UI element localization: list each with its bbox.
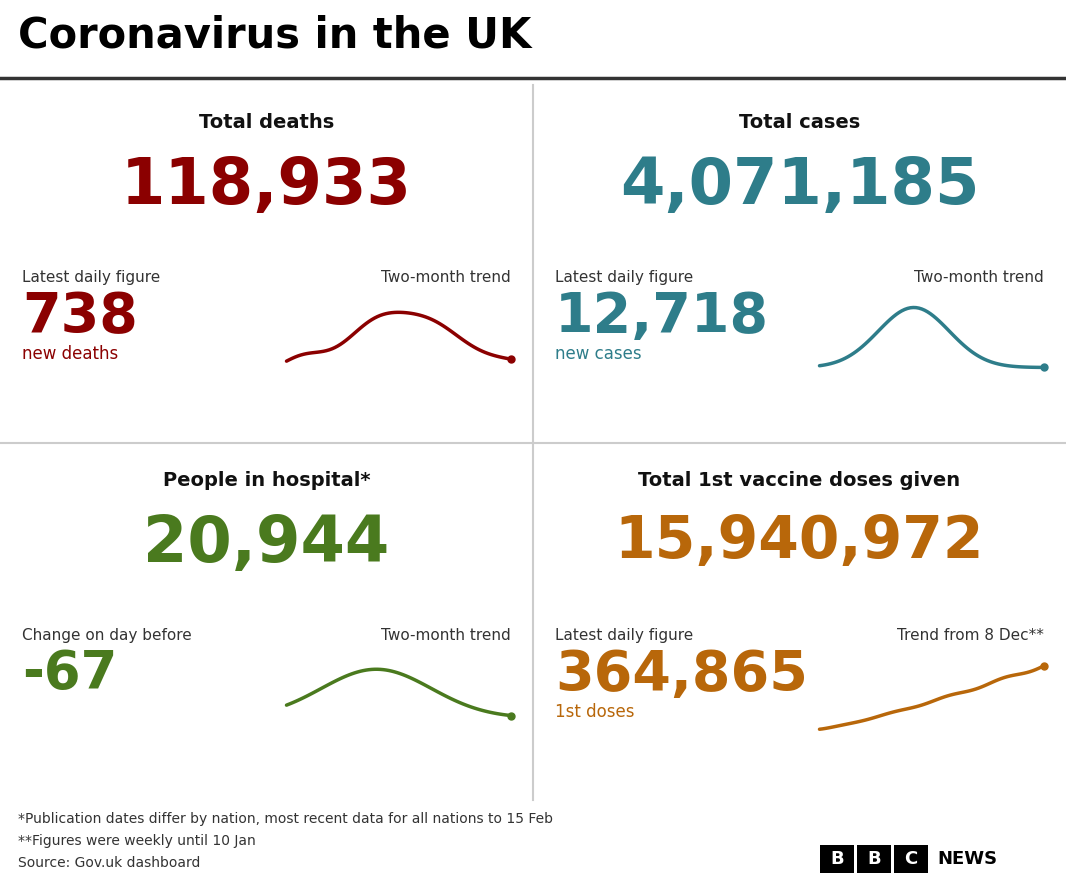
Text: Two-month trend: Two-month trend	[382, 628, 511, 643]
Text: Coronavirus in the UK: Coronavirus in the UK	[18, 15, 531, 57]
Text: *Publication dates differ by nation, most recent data for all nations to 15 Feb: *Publication dates differ by nation, mos…	[18, 812, 553, 826]
Text: 1st doses: 1st doses	[555, 703, 634, 721]
Text: 4,071,185: 4,071,185	[619, 155, 980, 217]
Bar	[820, 845, 854, 873]
Text: 12,718: 12,718	[555, 290, 770, 344]
Text: Two-month trend: Two-month trend	[915, 270, 1044, 285]
Text: Change on day before: Change on day before	[22, 628, 192, 643]
Text: new cases: new cases	[555, 345, 642, 363]
Text: B: B	[867, 850, 881, 868]
Text: 738: 738	[22, 290, 138, 344]
Text: NEWS: NEWS	[937, 850, 997, 868]
Text: **Figures were weekly until 10 Jan: **Figures were weekly until 10 Jan	[18, 834, 256, 848]
Text: Latest daily figure: Latest daily figure	[555, 628, 693, 643]
Text: People in hospital*: People in hospital*	[163, 471, 370, 490]
Text: 15,940,972: 15,940,972	[615, 513, 984, 570]
Text: Trend from 8 Dec**: Trend from 8 Dec**	[898, 628, 1044, 643]
Text: C: C	[904, 850, 918, 868]
Text: Total cases: Total cases	[739, 113, 860, 132]
Text: 364,865: 364,865	[555, 648, 808, 702]
Text: Two-month trend: Two-month trend	[382, 270, 511, 285]
Bar	[894, 845, 928, 873]
Text: 20,944: 20,944	[143, 513, 390, 575]
Text: new deaths: new deaths	[22, 345, 118, 363]
Text: Latest daily figure: Latest daily figure	[555, 270, 693, 285]
Text: Total deaths: Total deaths	[199, 113, 334, 132]
Text: B: B	[830, 850, 844, 868]
Text: Total 1st vaccine doses given: Total 1st vaccine doses given	[639, 471, 960, 490]
Text: -67: -67	[22, 648, 117, 700]
Text: 118,933: 118,933	[122, 155, 411, 217]
Bar	[857, 845, 891, 873]
Text: Latest daily figure: Latest daily figure	[22, 270, 160, 285]
Text: Source: Gov.uk dashboard: Source: Gov.uk dashboard	[18, 856, 200, 870]
